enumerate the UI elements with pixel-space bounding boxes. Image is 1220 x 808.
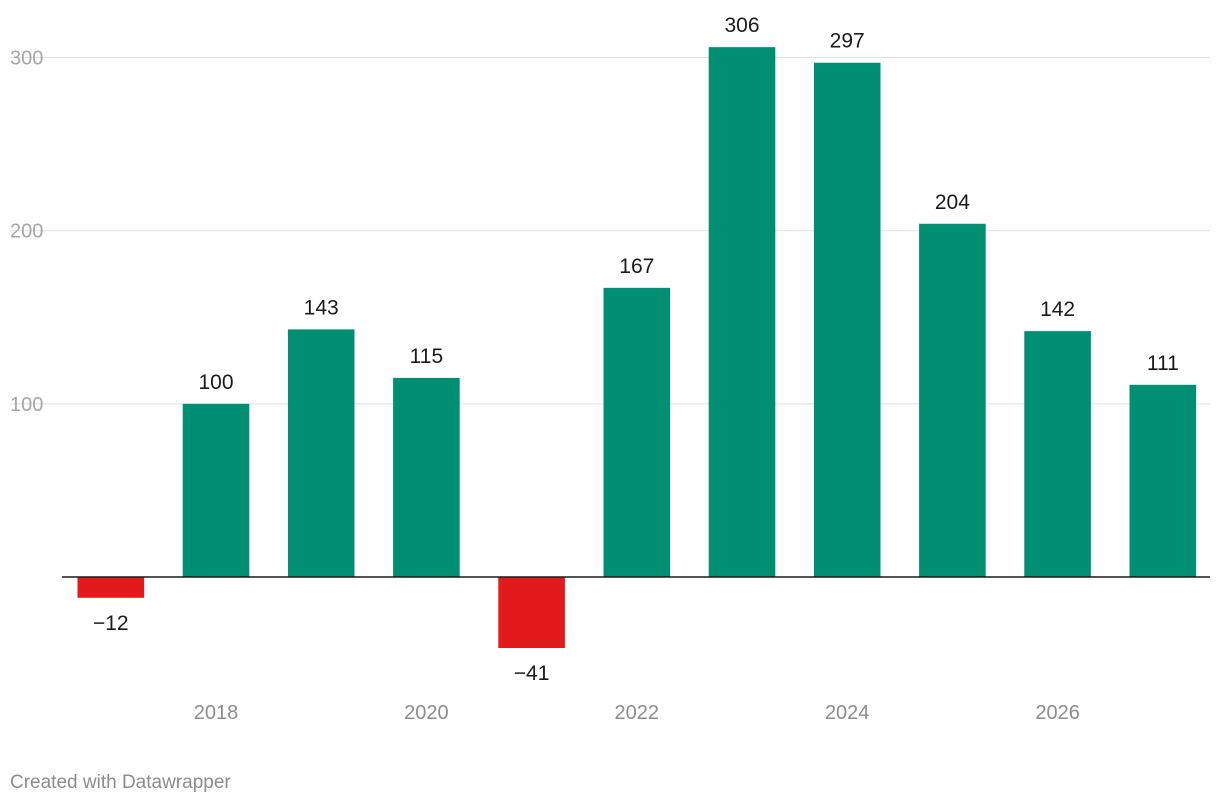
y-tick-label: 100 [10, 394, 43, 416]
y-tick-label: 200 [10, 221, 43, 243]
bar [393, 377, 460, 577]
x-tick-label: 2020 [404, 702, 449, 724]
data-labels: −12 100 143 115 −41 167 306 297 204 142 111 [93, 14, 1179, 685]
bar [498, 577, 565, 648]
data-label: 204 [935, 191, 970, 214]
bar [287, 329, 355, 577]
data-label: 142 [1040, 298, 1075, 321]
data-label: 306 [724, 14, 759, 37]
x-tick-label: 2018 [194, 702, 239, 724]
x-tick-label: 2024 [825, 702, 870, 724]
data-label: 143 [304, 296, 339, 319]
bar [1129, 384, 1197, 577]
bar [919, 223, 986, 578]
data-label: 111 [1147, 352, 1179, 375]
bar [813, 62, 881, 577]
x-axis: 2018 2020 2022 2024 2026 [194, 702, 1080, 724]
data-label: 115 [410, 345, 443, 368]
data-label: −12 [93, 612, 129, 635]
data-label: 100 [198, 371, 233, 394]
bar [77, 577, 145, 598]
credit-footer[interactable]: Created with Datawrapper [10, 772, 231, 793]
data-label: 167 [619, 255, 654, 278]
bar [603, 287, 671, 577]
bar [182, 403, 250, 577]
y-tick-label: 300 [10, 48, 43, 70]
data-label: 297 [830, 30, 865, 53]
bars [62, 47, 1210, 648]
x-tick-label: 2026 [1035, 702, 1080, 724]
bar [708, 47, 776, 577]
bar [1024, 331, 1091, 577]
data-label: −41 [514, 662, 550, 685]
x-tick-label: 2022 [615, 702, 660, 724]
bar-chart: 100 200 300 −12 100 143 115 −41 167 306 297 204 142… [10, 14, 1210, 724]
